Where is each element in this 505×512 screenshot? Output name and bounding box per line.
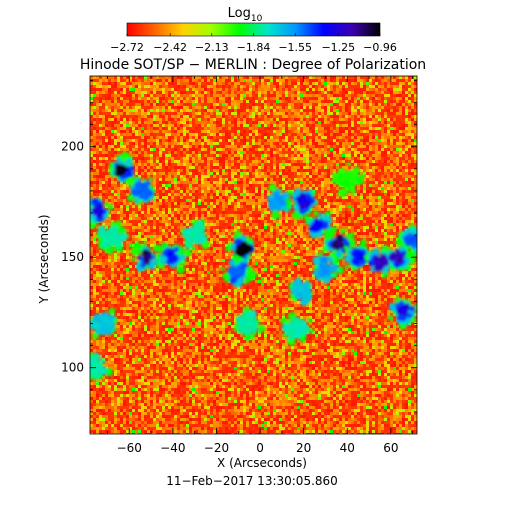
- polarization-region: [221, 255, 257, 288]
- y-tick-label: 200: [61, 140, 84, 154]
- x-tick-label: −60: [117, 441, 142, 455]
- x-tick-label: 0: [256, 441, 264, 455]
- polarization-region: [343, 239, 375, 272]
- heatmap-noise: [90, 76, 417, 434]
- x-tick-label: 40: [340, 441, 355, 455]
- polarization-region: [96, 219, 130, 255]
- polarization-region: [330, 162, 365, 198]
- y-axis: 100 150 200: [61, 80, 417, 413]
- polarization-region: [156, 242, 192, 275]
- plot-frame: [89, 75, 418, 435]
- colorbar-label-main: Log: [228, 6, 251, 21]
- timestamp: 11−Feb−2017 13:30:05.860: [166, 474, 338, 488]
- polarization-region: [312, 252, 345, 284]
- x-tick-label: −40: [160, 441, 185, 455]
- heatmap-image: [90, 76, 417, 434]
- y-tick-label: 150: [61, 250, 84, 264]
- chart-title: Hinode SOT/SP − MERLIN : Degree of Polar…: [80, 57, 426, 73]
- colorbar: Log10 −2.72 −2.42 −2.13 −1.84 −1.55 −1.25 −0.9…: [110, 6, 397, 54]
- x-tick-label: 20: [296, 441, 311, 455]
- polarization-region: [395, 224, 417, 258]
- colorbar-tick-label: −1.25: [321, 41, 355, 54]
- colorbar-tick-label: −0.96: [363, 41, 397, 54]
- colorbar-tick-label: −1.84: [237, 41, 271, 54]
- y-axis-label: Y (Arcseconds): [37, 214, 51, 304]
- polarization-region: [108, 151, 135, 184]
- colorbar-tick-label: −1.55: [278, 41, 312, 54]
- plot-area: −60 −40 −20 0 20 40 60 100 150 200: [61, 75, 418, 455]
- polarization-region: [125, 176, 156, 205]
- polarization-region: [387, 296, 417, 330]
- colorbar-tick-label: −2.42: [153, 41, 187, 54]
- x-tick-label: 60: [383, 441, 398, 455]
- colorbar-tick-label: −2.72: [110, 41, 144, 54]
- polarization-region: [180, 218, 210, 250]
- colorbar-label: Log10: [228, 6, 263, 24]
- colorbar-ticks: −2.72 −2.42 −2.13 −1.84 −1.55 −1.25 −0.96: [110, 33, 397, 54]
- polarization-region: [90, 307, 119, 340]
- polarization-region: [303, 210, 335, 240]
- y-tick-label: 100: [61, 361, 84, 375]
- polarization-region: [288, 277, 313, 306]
- polarization-region: [225, 230, 255, 268]
- colorbar-label-subscript: 10: [251, 14, 263, 24]
- polarization-region: [363, 245, 397, 279]
- heatmap-regions: [90, 151, 417, 380]
- polarization-region: [233, 306, 266, 341]
- x-tick-label: −20: [204, 441, 229, 455]
- polarization-region: [280, 312, 315, 346]
- x-axis: −60 −40 −20 0 20 40 60: [107, 76, 414, 455]
- polarization-region: [286, 188, 319, 220]
- polarization-region: [90, 197, 114, 230]
- x-axis-label: X (Arcseconds): [217, 456, 307, 470]
- colorbar-tick-label: −2.13: [195, 41, 229, 54]
